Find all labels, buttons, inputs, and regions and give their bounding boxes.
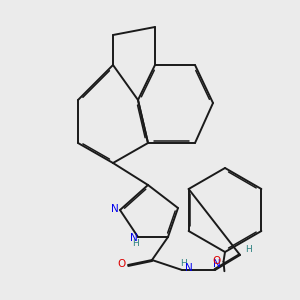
Text: H: H — [133, 239, 139, 248]
Text: N: N — [213, 259, 220, 269]
Text: H: H — [245, 244, 251, 253]
Text: N: N — [185, 262, 193, 273]
Text: O: O — [118, 260, 126, 269]
Text: H: H — [180, 260, 187, 268]
Text: N: N — [130, 233, 137, 243]
Text: N: N — [111, 204, 119, 214]
Text: O: O — [213, 256, 221, 266]
